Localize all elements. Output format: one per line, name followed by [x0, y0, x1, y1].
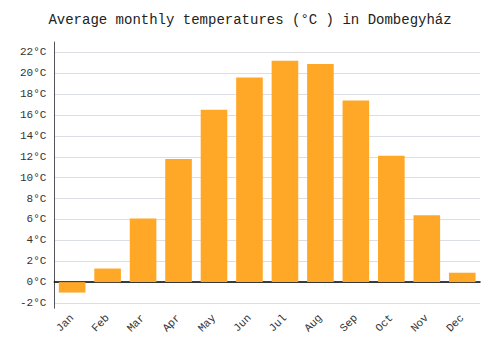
svg-text:10°C: 10°C: [20, 172, 47, 184]
svg-text:Jul: Jul: [267, 312, 289, 334]
svg-text:6°C: 6°C: [27, 213, 47, 225]
svg-text:Feb: Feb: [89, 312, 111, 334]
svg-text:Apr: Apr: [160, 312, 182, 334]
svg-text:4°C: 4°C: [27, 234, 47, 246]
svg-text:Oct: Oct: [373, 312, 395, 334]
svg-text:22°C: 22°C: [20, 46, 47, 58]
svg-text:0°C: 0°C: [27, 276, 47, 288]
svg-text:-2°C: -2°C: [20, 297, 47, 309]
svg-text:Average monthly temperatures (: Average monthly temperatures (°C ) in Do…: [48, 12, 451, 28]
svg-text:20°C: 20°C: [20, 67, 47, 79]
svg-text:Nov: Nov: [409, 312, 432, 335]
svg-text:Jun: Jun: [231, 312, 253, 334]
svg-text:8°C: 8°C: [27, 193, 47, 205]
svg-text:2°C: 2°C: [27, 255, 47, 267]
svg-text:May: May: [196, 312, 219, 335]
svg-text:14°C: 14°C: [20, 130, 47, 142]
svg-text:Sep: Sep: [338, 312, 360, 334]
svg-text:Mar: Mar: [125, 312, 147, 334]
svg-text:12°C: 12°C: [20, 151, 47, 163]
svg-text:Aug: Aug: [302, 312, 324, 334]
svg-text:16°C: 16°C: [20, 109, 47, 121]
svg-text:Jan: Jan: [54, 312, 76, 334]
svg-text:Dec: Dec: [444, 312, 466, 334]
svg-text:18°C: 18°C: [20, 88, 47, 100]
